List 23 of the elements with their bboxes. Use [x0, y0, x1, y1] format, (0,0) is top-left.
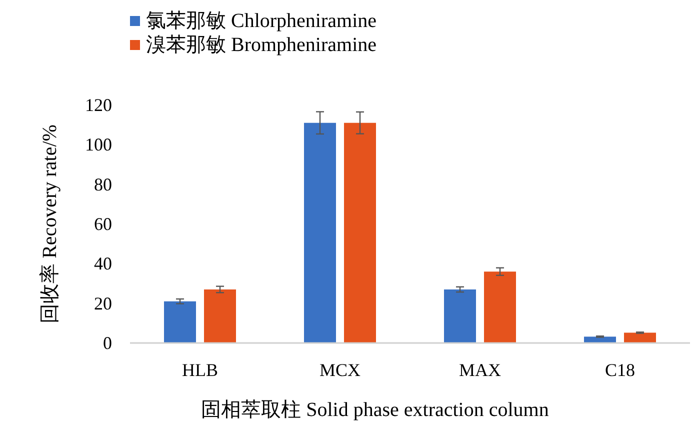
legend-label: 溴苯那敏 Brompheniramine — [146, 34, 377, 56]
bar — [444, 289, 476, 343]
y-tick-label: 0 — [103, 333, 112, 353]
bar — [624, 332, 656, 343]
bar — [584, 336, 616, 343]
bar — [344, 122, 376, 343]
y-tick-label: 40 — [94, 254, 112, 274]
y-tick-label: 100 — [85, 134, 112, 155]
x-tick-label: MCX — [319, 360, 361, 380]
bar — [164, 301, 196, 343]
bar — [204, 289, 236, 343]
bar — [484, 272, 516, 343]
x-tick-label: C18 — [604, 360, 636, 380]
y-axis-title: 回收率 Recovery rate/% — [39, 124, 61, 324]
y-tick-label: 60 — [94, 214, 112, 234]
x-axis-title: 固相萃取柱 Solid phase extraction column — [201, 399, 549, 421]
x-tick-label: HLB — [182, 360, 218, 380]
y-tick-label: 120 — [85, 95, 112, 115]
y-tick-label: 80 — [94, 174, 112, 194]
y-tick-label: 20 — [94, 293, 112, 314]
legend-label: 氯苯那敏 Chlorpheniramine — [146, 10, 377, 32]
bar — [304, 122, 336, 343]
x-tick-label: MAX — [458, 360, 502, 380]
